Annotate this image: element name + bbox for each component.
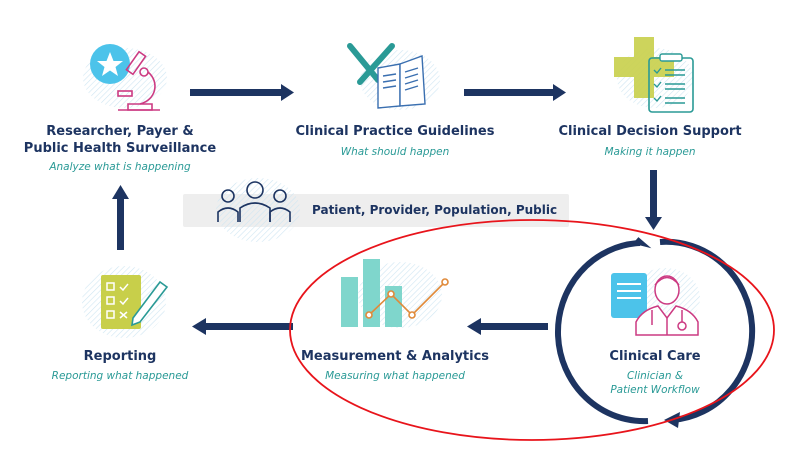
research-subtitle: Analyze what is happening <box>49 161 191 173</box>
arrow-cds-to-care <box>645 170 662 230</box>
checklist-pencil-icon <box>82 266 169 338</box>
cds-title: Clinical Decision Support <box>558 124 742 139</box>
cds-subtitle: Making it happen <box>604 146 696 158</box>
measurement-title: Measurement & Analytics <box>300 349 490 364</box>
bar-line-chart-icon <box>341 259 449 328</box>
people-group-icon <box>216 178 300 242</box>
reporting-subtitle: Reporting what happened <box>51 370 189 382</box>
arrow-reporting-to-research <box>112 185 129 250</box>
clinical-care-cycle-arrows <box>555 238 756 425</box>
guidelines-title: Clinical Practice Guidelines <box>295 124 495 139</box>
stakeholder-label: Patient, Provider, Population, Public <box>312 203 558 217</box>
measurement-subtitle: Measuring what happened <box>325 370 465 382</box>
guidelines-subtitle: What should happen <box>340 146 450 158</box>
clinical-care-subtitle-line2: Patient Workflow <box>610 384 700 396</box>
research-title-line2: Public Health Surveillance <box>23 141 217 156</box>
research-title-line1: Researcher, Payer & <box>46 124 194 139</box>
arrow-care-to-measurement <box>467 318 548 335</box>
reporting-title: Reporting <box>83 349 157 364</box>
tools-book-icon <box>347 43 440 110</box>
microscope-star-icon <box>83 44 167 111</box>
cycle-arrowhead-top <box>632 237 652 249</box>
research-title: Researcher, Payer & Public Health Surveil… <box>20 123 220 157</box>
doctor-document-icon <box>611 268 700 336</box>
highlight-annotation-ellipse <box>289 219 775 441</box>
medical-cross-clipboard-icon <box>614 37 694 113</box>
clinical-care-subtitle: Clinician & Patient Workflow <box>585 369 725 397</box>
clinical-care-subtitle-line1: Clinician & <box>626 370 684 382</box>
arrow-research-to-guidelines <box>190 84 294 101</box>
arrow-guidelines-to-cds <box>464 84 566 101</box>
flow-arrows <box>112 84 662 335</box>
arrow-measurement-to-reporting <box>192 318 293 335</box>
clinical-care-title: Clinical Care <box>609 349 701 364</box>
